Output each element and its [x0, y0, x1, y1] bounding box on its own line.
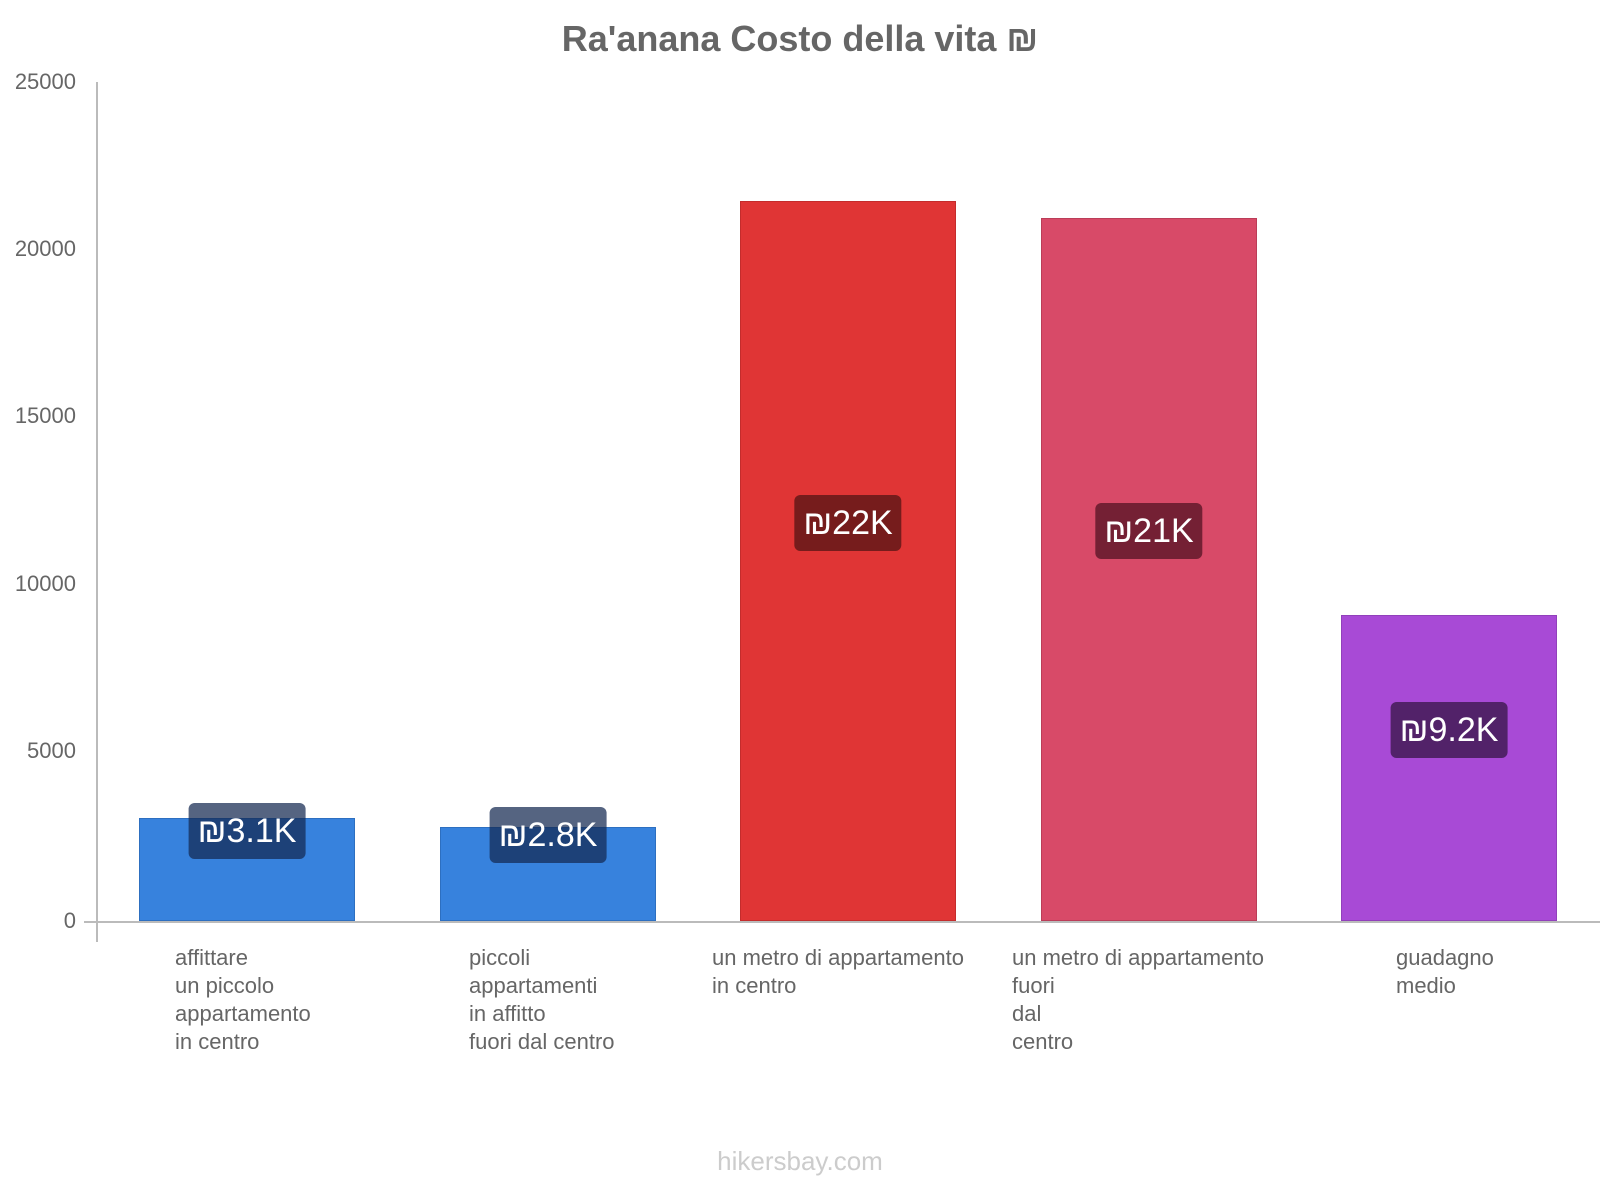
x-category-label: affittare un piccolo appartamento in cen… — [175, 945, 311, 1054]
y-tick-label: 20000 — [14, 236, 76, 261]
bar-value-label: ₪2.8K — [489, 807, 607, 863]
y-tick-label: 10000 — [14, 571, 76, 596]
y-tick-label: 15000 — [14, 403, 76, 428]
x-category-label: un metro di appartamento in centro — [712, 945, 964, 998]
bar-average-salary[interactable] — [1341, 615, 1557, 921]
x-category-label: piccoli appartamenti in affitto fuori da… — [469, 945, 615, 1054]
y-tick-label: 25000 — [14, 69, 76, 94]
footer-watermark: hikersbay.com — [717, 1146, 883, 1176]
y-tick-label: 0 — [63, 908, 76, 933]
x-axis-line — [84, 921, 1600, 923]
bar-sqm-outside[interactable] — [1041, 218, 1257, 921]
x-category-label: guadagno medio — [1396, 945, 1494, 998]
bar-value-label: ₪3.1K — [188, 803, 306, 859]
chart-title: Ra'anana Costo della vita ₪ — [561, 18, 1039, 59]
bar-value-label: ₪22K — [794, 495, 902, 551]
bar-sqm-center[interactable] — [740, 201, 956, 921]
bar-value-label: ₪21K — [1095, 503, 1203, 559]
y-axis-line — [96, 82, 98, 942]
bar-value-label: ₪9.2K — [1390, 702, 1508, 758]
x-category-label: un metro di appartamento fuori dal centr… — [1012, 945, 1264, 1054]
y-tick-label: 5000 — [27, 738, 76, 763]
